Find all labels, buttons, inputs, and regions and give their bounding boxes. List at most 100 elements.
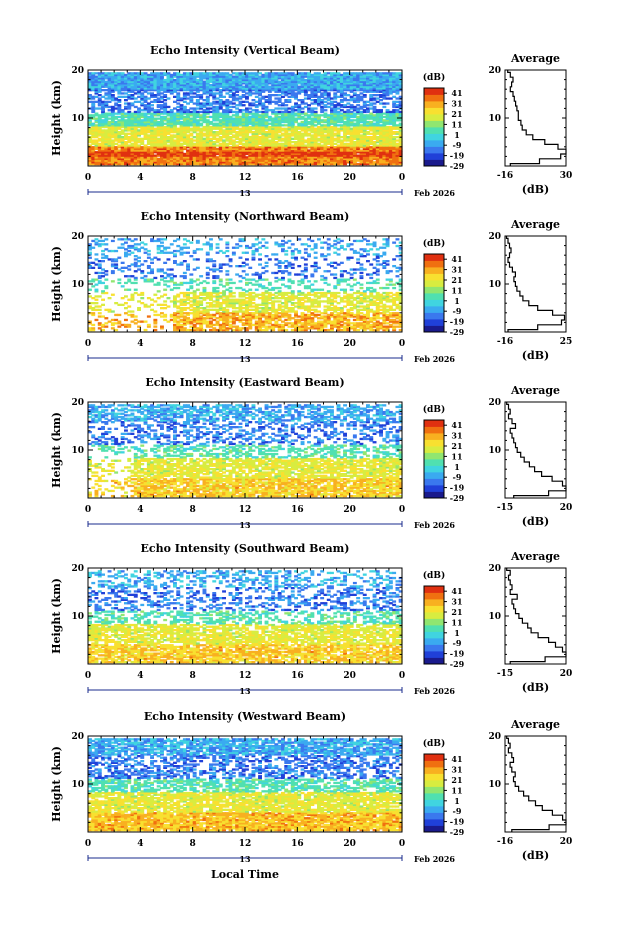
heatmap-cell [114, 102, 119, 105]
heatmap-cell [160, 141, 164, 144]
heatmap-cell [143, 90, 148, 93]
heatmap-cell [150, 120, 154, 124]
heatmap-cell [133, 120, 138, 124]
heatmap-cell [124, 120, 128, 124]
heatmap-cell [189, 134, 194, 137]
heatmap-cell [195, 132, 200, 135]
heatmap-cell [150, 100, 154, 103]
heatmap-cell [179, 146, 184, 149]
heatmap-cell [179, 87, 184, 90]
heatmap-cell [163, 119, 168, 122]
heatmap-cell [166, 139, 171, 142]
heatmap-cell [186, 92, 190, 95]
heatmap-cell [107, 90, 112, 93]
heatmap-cell [120, 89, 125, 92]
heatmap-cell [91, 323, 96, 327]
heatmap-cell [110, 120, 115, 124]
heatmap-cell [169, 156, 174, 159]
heatmap-cell [91, 156, 96, 159]
colorbar-swatch [424, 146, 444, 154]
heatmap-cell [169, 90, 174, 93]
heatmap-cell [189, 77, 194, 80]
heatmap-cell [110, 82, 115, 85]
heatmap-cell [143, 328, 148, 332]
heatmap-cell [156, 89, 161, 92]
heatmap-cell [156, 117, 161, 120]
heatmap-cell [91, 129, 96, 132]
heatmap-cell [130, 87, 135, 90]
heatmap-cell [137, 120, 141, 124]
heatmap-cell [94, 120, 99, 124]
heatmap-cell [120, 139, 125, 142]
heatmap-cell [160, 87, 164, 90]
heatmap-cell [192, 124, 197, 127]
heatmap-cell [130, 147, 135, 151]
heatmap-cell [101, 122, 105, 125]
heatmap-cell [160, 78, 164, 82]
heatmap-cell [192, 152, 197, 156]
heatmap-cell [182, 82, 187, 85]
heatmap-cell [94, 77, 99, 80]
heatmap-cell [120, 78, 125, 82]
heatmap-cell [133, 147, 138, 151]
heatmap-cell [160, 129, 164, 132]
heatmap-cell [192, 80, 197, 83]
x-tick-label: 0 [399, 173, 405, 183]
heatmap-cell [153, 142, 158, 145]
heatmap-cell [189, 129, 194, 132]
heatmap-cell [189, 124, 194, 127]
heatmap-cell [195, 102, 200, 105]
heatmap-cell [163, 162, 168, 166]
heatmap-cell [120, 119, 125, 122]
heatmap-cell [179, 139, 184, 142]
heatmap-cell [153, 100, 158, 103]
heatmap-cell [179, 129, 184, 132]
heatmap-cell [195, 162, 200, 166]
heatmap-cell [176, 94, 181, 97]
heatmap-cell [163, 157, 168, 161]
heatmap-cell [153, 134, 158, 137]
heatmap-cell [91, 146, 96, 149]
heatmap-cell [110, 132, 115, 135]
heatmap-cell [88, 115, 92, 119]
heatmap-cell [160, 95, 164, 98]
heatmap-cell [146, 137, 151, 140]
heatmap-cell [156, 105, 161, 109]
heatmap-cell [130, 122, 135, 125]
heatmap-cell [107, 157, 112, 161]
heatmap-cell [94, 112, 99, 115]
heatmap-cell [133, 276, 138, 280]
heatmap-cell [114, 80, 119, 83]
heatmap-cell [110, 114, 115, 117]
heatmap-cell [202, 127, 207, 130]
heatmap-cell [166, 105, 171, 109]
heatmap-cell [140, 114, 145, 117]
heatmap-cell [127, 102, 132, 105]
heatmap-cell [130, 78, 135, 82]
heatmap-cell [146, 124, 151, 127]
heatmap-cell [101, 281, 105, 285]
heatmap-cell [127, 157, 132, 161]
heatmap-cell [110, 105, 115, 109]
heatmap-cell [120, 162, 125, 166]
heatmap-cell [153, 77, 158, 80]
heatmap-cell [104, 159, 109, 162]
heatmap-cell [143, 132, 148, 135]
heatmap-cell [127, 83, 132, 87]
heatmap-cell [153, 141, 158, 144]
heatmap-cell [127, 77, 132, 80]
heatmap-cell [97, 125, 102, 129]
heatmap-cell [107, 146, 112, 149]
heatmap-cell [182, 147, 187, 151]
heatmap-cell [156, 85, 161, 88]
heatmap-cell [91, 159, 96, 162]
heatmap-cell [186, 125, 190, 129]
heatmap-cell [130, 94, 135, 97]
heatmap-cell [117, 92, 122, 95]
heatmap-cell [88, 132, 92, 135]
heatmap-cell [176, 87, 181, 90]
heatmap-cell [88, 139, 92, 142]
heatmap-cell [195, 112, 200, 115]
heatmap-cell [133, 75, 138, 78]
heatmap-cell [114, 89, 119, 92]
